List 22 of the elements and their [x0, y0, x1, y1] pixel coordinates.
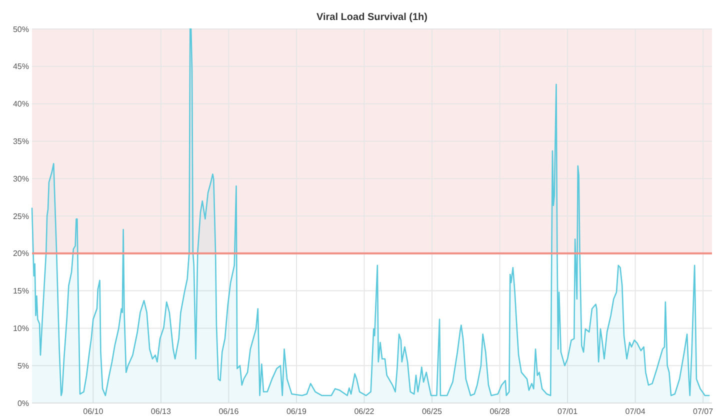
- y-tick-label: 25%: [12, 212, 29, 221]
- y-tick-label: 50%: [12, 24, 29, 34]
- y-tick-label: 20%: [12, 249, 29, 258]
- y-tick-label: 15%: [12, 286, 29, 296]
- x-tick-label: 06/22: [354, 407, 375, 416]
- y-tick-label: 5%: [17, 361, 29, 370]
- x-tick-label: 06/16: [218, 407, 240, 416]
- x-tick-label: 07/04: [625, 407, 646, 416]
- x-tick-label: 07/07: [693, 407, 714, 416]
- y-tick-label: 40%: [12, 100, 29, 109]
- x-tick-label: 06/13: [150, 407, 172, 416]
- x-tick-label: 06/10: [83, 407, 104, 416]
- x-tick-label: 06/28: [490, 407, 510, 416]
- x-tick-label: 06/25: [422, 407, 443, 416]
- x-tick-label: 07/01: [558, 407, 578, 416]
- chart-title: Viral Load Survival (1h): [316, 12, 428, 23]
- x-tick-label: 06/19: [286, 407, 308, 416]
- y-tick-label: 0%: [17, 398, 29, 408]
- y-tick-label: 45%: [12, 62, 29, 72]
- y-tick-label: 30%: [12, 174, 29, 184]
- y-tick-label: 35%: [12, 137, 29, 146]
- y-tick-label: 10%: [12, 324, 29, 333]
